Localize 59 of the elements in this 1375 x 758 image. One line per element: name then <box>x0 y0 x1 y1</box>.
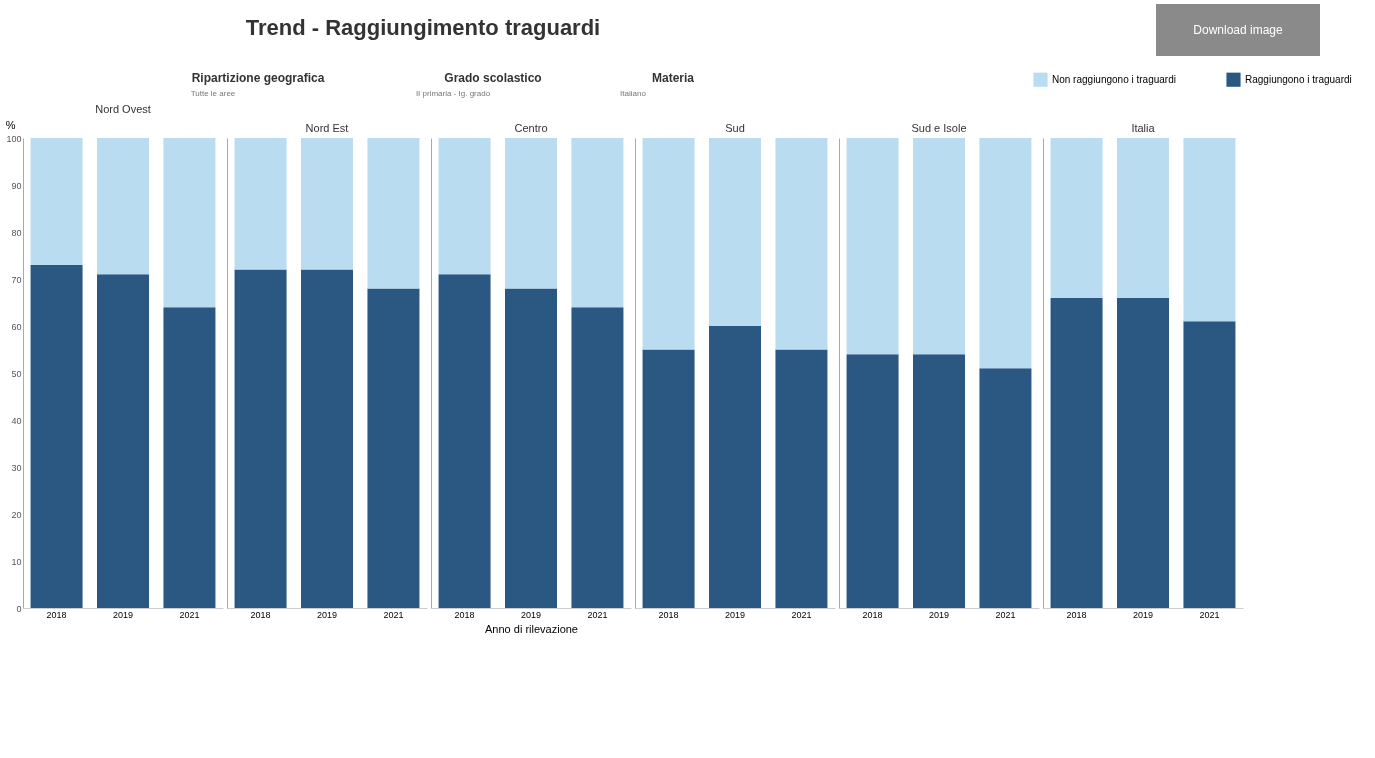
x-axis-title: Anno di rilevazione <box>485 622 578 635</box>
text: Ripartizione geografica <box>191 71 325 85</box>
y-tick-label: 40 <box>11 415 22 426</box>
x-tick-label: 2021 <box>383 609 404 620</box>
x-tick-label: 2018 <box>658 609 679 620</box>
x-tick-label: 2018 <box>1066 609 1087 620</box>
x-tick-label: 2018 <box>46 609 67 620</box>
y-tick-label: 0 <box>16 603 22 614</box>
bar <box>571 307 624 608</box>
text: II primaria - Ig. grado <box>415 89 491 98</box>
bar <box>97 138 149 275</box>
bar <box>438 274 491 608</box>
y-tick-label: 30 <box>11 462 22 473</box>
legend-label: Raggiungono i traguardi <box>1245 73 1352 85</box>
bar <box>30 138 83 265</box>
chart-title: Sud <box>725 122 745 134</box>
x-tick-label: 2019 <box>928 609 950 620</box>
x-tick-label: 2021 <box>179 609 200 620</box>
bar <box>438 138 491 275</box>
text: Trend - Raggiungimento traguardi <box>245 15 601 40</box>
bar <box>163 307 216 608</box>
x-tick-label: 2018 <box>454 609 475 620</box>
y-axis-title: % <box>5 118 16 131</box>
x-tick-label: 2019 <box>724 609 746 620</box>
text: Tutte le aree <box>190 89 236 98</box>
y-tick-label: 90 <box>11 180 22 191</box>
x-tick-label: 2018 <box>250 609 271 620</box>
y-tick-label: 70 <box>11 274 22 285</box>
text: Italiano <box>620 89 647 98</box>
x-tick-label: 2019 <box>112 609 134 620</box>
y-tick-label: 50 <box>11 368 22 379</box>
x-tick-label: 2021 <box>587 609 608 620</box>
y-tick-label: 20 <box>11 509 22 520</box>
y-tick-label: 60 <box>11 321 22 332</box>
y-tick-label: 10 <box>11 556 22 567</box>
bar <box>163 138 216 308</box>
bar <box>30 264 83 608</box>
x-tick-label: 2018 <box>862 609 883 620</box>
text: Download image <box>1193 23 1284 37</box>
bar <box>97 274 149 608</box>
bar <box>571 138 624 308</box>
chart-title: Centro <box>514 122 548 134</box>
text: Grado scolastico <box>444 71 542 85</box>
y-tick-label: 80 <box>11 227 22 238</box>
x-tick-label: 2021 <box>791 609 812 620</box>
chart-title: Sud e Isole <box>911 122 967 134</box>
legend-label: Non raggiungono i traguardi <box>1052 73 1176 85</box>
x-tick-label: 2019 <box>316 609 338 620</box>
bar <box>505 288 557 608</box>
chart-title: Nord Est <box>305 122 349 134</box>
x-tick-label: 2019 <box>1132 609 1154 620</box>
x-tick-label: 2019 <box>520 609 542 620</box>
y-tick-label: 100 <box>6 133 22 144</box>
x-tick-label: 2021 <box>995 609 1016 620</box>
chart-title: Nord Ovest <box>95 103 151 115</box>
bar <box>505 138 557 289</box>
text: Materia <box>651 71 695 85</box>
x-tick-label: 2021 <box>1199 609 1220 620</box>
chart-title: Italia <box>1131 122 1156 134</box>
